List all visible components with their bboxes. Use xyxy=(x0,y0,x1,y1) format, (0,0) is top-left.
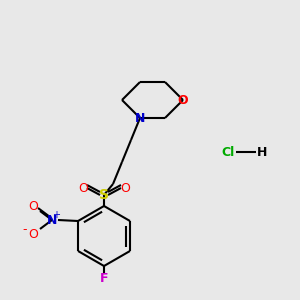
Text: -: - xyxy=(23,224,27,236)
Text: O: O xyxy=(178,94,188,106)
Text: F: F xyxy=(100,272,108,284)
Text: S: S xyxy=(99,188,109,202)
Text: O: O xyxy=(28,200,38,212)
Text: O: O xyxy=(78,182,88,194)
Text: O: O xyxy=(28,227,38,241)
Text: N: N xyxy=(135,112,145,124)
Text: N: N xyxy=(47,214,57,226)
Text: +: + xyxy=(52,210,60,220)
Text: O: O xyxy=(120,182,130,194)
Text: H: H xyxy=(257,146,267,158)
Text: Cl: Cl xyxy=(221,146,235,158)
